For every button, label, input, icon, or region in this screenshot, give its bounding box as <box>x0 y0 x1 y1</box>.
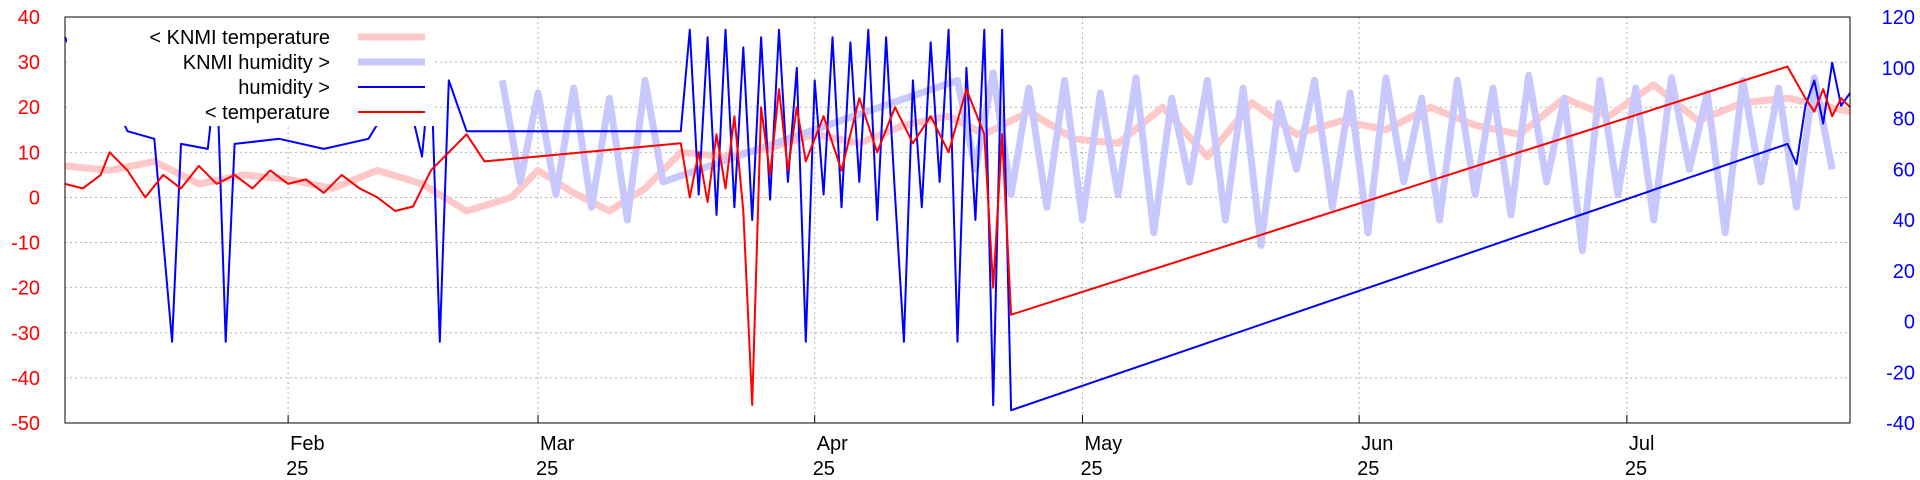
y-right-tick-label: 80 <box>1893 109 1915 131</box>
y-left-tick-label: 0 <box>29 187 40 209</box>
y-right-tick-label: 120 <box>1882 7 1915 29</box>
y-left-tick-label: -30 <box>11 323 40 345</box>
legend-label: humidity > <box>238 77 330 99</box>
x-tick-sublabel: 25 <box>536 458 558 480</box>
legend-label: KNMI humidity > <box>183 52 330 74</box>
x-tick-sublabel: 25 <box>286 458 308 480</box>
y-left-tick-label: 20 <box>18 97 40 119</box>
y-left-tick-label: 10 <box>18 142 40 164</box>
y-right-tick-label: 20 <box>1893 261 1915 283</box>
y-right-tick-label: -20 <box>1886 362 1915 384</box>
x-tick-label: Mar <box>540 433 575 455</box>
y-right-tick-label: 100 <box>1882 58 1915 80</box>
legend-label: < KNMI temperature <box>149 27 330 49</box>
y-left-tick-label: -50 <box>11 413 40 435</box>
y-right-tick-label: 0 <box>1904 312 1915 334</box>
x-tick-sublabel: 25 <box>1080 458 1102 480</box>
x-tick-sublabel: 25 <box>813 458 835 480</box>
y-left-tick-label: -40 <box>11 368 40 390</box>
series-line-1 <box>498 69 1836 254</box>
y-left-tick-label: -20 <box>11 278 40 300</box>
series-layer <box>64 28 1851 412</box>
axes-layer: 403020100-10-20-30-40-50120100806040200-… <box>11 7 1915 480</box>
y-right-tick-label: -40 <box>1886 413 1915 435</box>
y-left-tick-label: -10 <box>11 233 40 255</box>
x-tick-label: Jun <box>1361 433 1393 455</box>
x-tick-sublabel: 25 <box>1625 458 1647 480</box>
x-tick-label: Apr <box>817 433 848 455</box>
y-right-tick-label: 40 <box>1893 210 1915 232</box>
legend-label: < temperature <box>205 102 330 124</box>
y-left-tick-label: 40 <box>18 7 40 29</box>
x-tick-sublabel: 25 <box>1357 458 1379 480</box>
x-tick-label: May <box>1084 433 1122 455</box>
x-tick-label: Jul <box>1629 433 1655 455</box>
x-tick-label: Feb <box>290 433 324 455</box>
plot-frame <box>64 16 1851 424</box>
series-line-3 <box>64 65 1851 406</box>
y-left-tick-label: 30 <box>18 52 40 74</box>
y-right-tick-label: 60 <box>1893 159 1915 181</box>
series-line-2 <box>64 28 1851 412</box>
legend: < KNMI temperature KNMI humidity > humidit… <box>67 18 435 126</box>
